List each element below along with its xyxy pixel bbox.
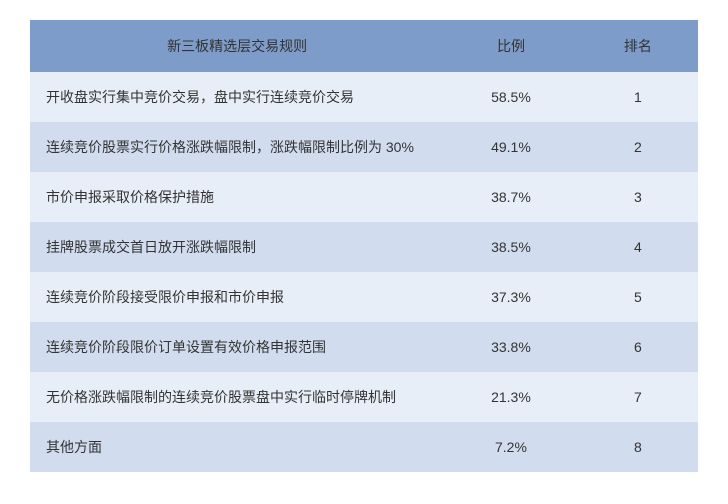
cell-rule: 连续竞价阶段限价订单设置有效价格申报范围 (30, 322, 444, 372)
cell-ratio: 33.8% (444, 322, 578, 372)
cell-ratio: 49.1% (444, 122, 578, 172)
table-row: 市价申报采取价格保护措施 38.7% 3 (30, 172, 698, 222)
table-row: 开收盘实行集中竞价交易，盘中实行连续竞价交易 58.5% 1 (30, 72, 698, 122)
cell-rule: 连续竞价阶段接受限价申报和市价申报 (30, 272, 444, 322)
header-ratio: 比例 (444, 20, 578, 72)
cell-ratio: 58.5% (444, 72, 578, 122)
table-row: 连续竞价阶段限价订单设置有效价格申报范围 33.8% 6 (30, 322, 698, 372)
table-row: 连续竞价股票实行价格涨跌幅限制，涨跌幅限制比例为 30% 49.1% 2 (30, 122, 698, 172)
table-row: 连续竞价阶段接受限价申报和市价申报 37.3% 5 (30, 272, 698, 322)
cell-rank: 4 (578, 222, 698, 272)
cell-rank: 1 (578, 72, 698, 122)
cell-rank: 5 (578, 272, 698, 322)
header-rule: 新三板精选层交易规则 (30, 20, 444, 72)
cell-rank: 8 (578, 422, 698, 472)
table-row: 无价格涨跌幅限制的连续竞价股票盘中实行临时停牌机制 21.3% 7 (30, 372, 698, 422)
cell-ratio: 21.3% (444, 372, 578, 422)
cell-ratio: 37.3% (444, 272, 578, 322)
cell-rule: 开收盘实行集中竞价交易，盘中实行连续竞价交易 (30, 72, 444, 122)
cell-ratio: 7.2% (444, 422, 578, 472)
trading-rules-table: 新三板精选层交易规则 比例 排名 开收盘实行集中竞价交易，盘中实行连续竞价交易 … (30, 20, 698, 472)
cell-rule: 连续竞价股票实行价格涨跌幅限制，涨跌幅限制比例为 30% (30, 122, 444, 172)
cell-rule: 市价申报采取价格保护措施 (30, 172, 444, 222)
table-row: 挂牌股票成交首日放开涨跌幅限制 38.5% 4 (30, 222, 698, 272)
table-header-row: 新三板精选层交易规则 比例 排名 (30, 20, 698, 72)
table-body: 开收盘实行集中竞价交易，盘中实行连续竞价交易 58.5% 1 连续竞价股票实行价… (30, 72, 698, 472)
cell-rule: 无价格涨跌幅限制的连续竞价股票盘中实行临时停牌机制 (30, 372, 444, 422)
cell-rank: 7 (578, 372, 698, 422)
cell-rank: 3 (578, 172, 698, 222)
cell-rank: 6 (578, 322, 698, 372)
cell-ratio: 38.7% (444, 172, 578, 222)
header-rank: 排名 (578, 20, 698, 72)
cell-ratio: 38.5% (444, 222, 578, 272)
table-row: 其他方面 7.2% 8 (30, 422, 698, 472)
cell-rule: 挂牌股票成交首日放开涨跌幅限制 (30, 222, 444, 272)
cell-rule: 其他方面 (30, 422, 444, 472)
cell-rank: 2 (578, 122, 698, 172)
